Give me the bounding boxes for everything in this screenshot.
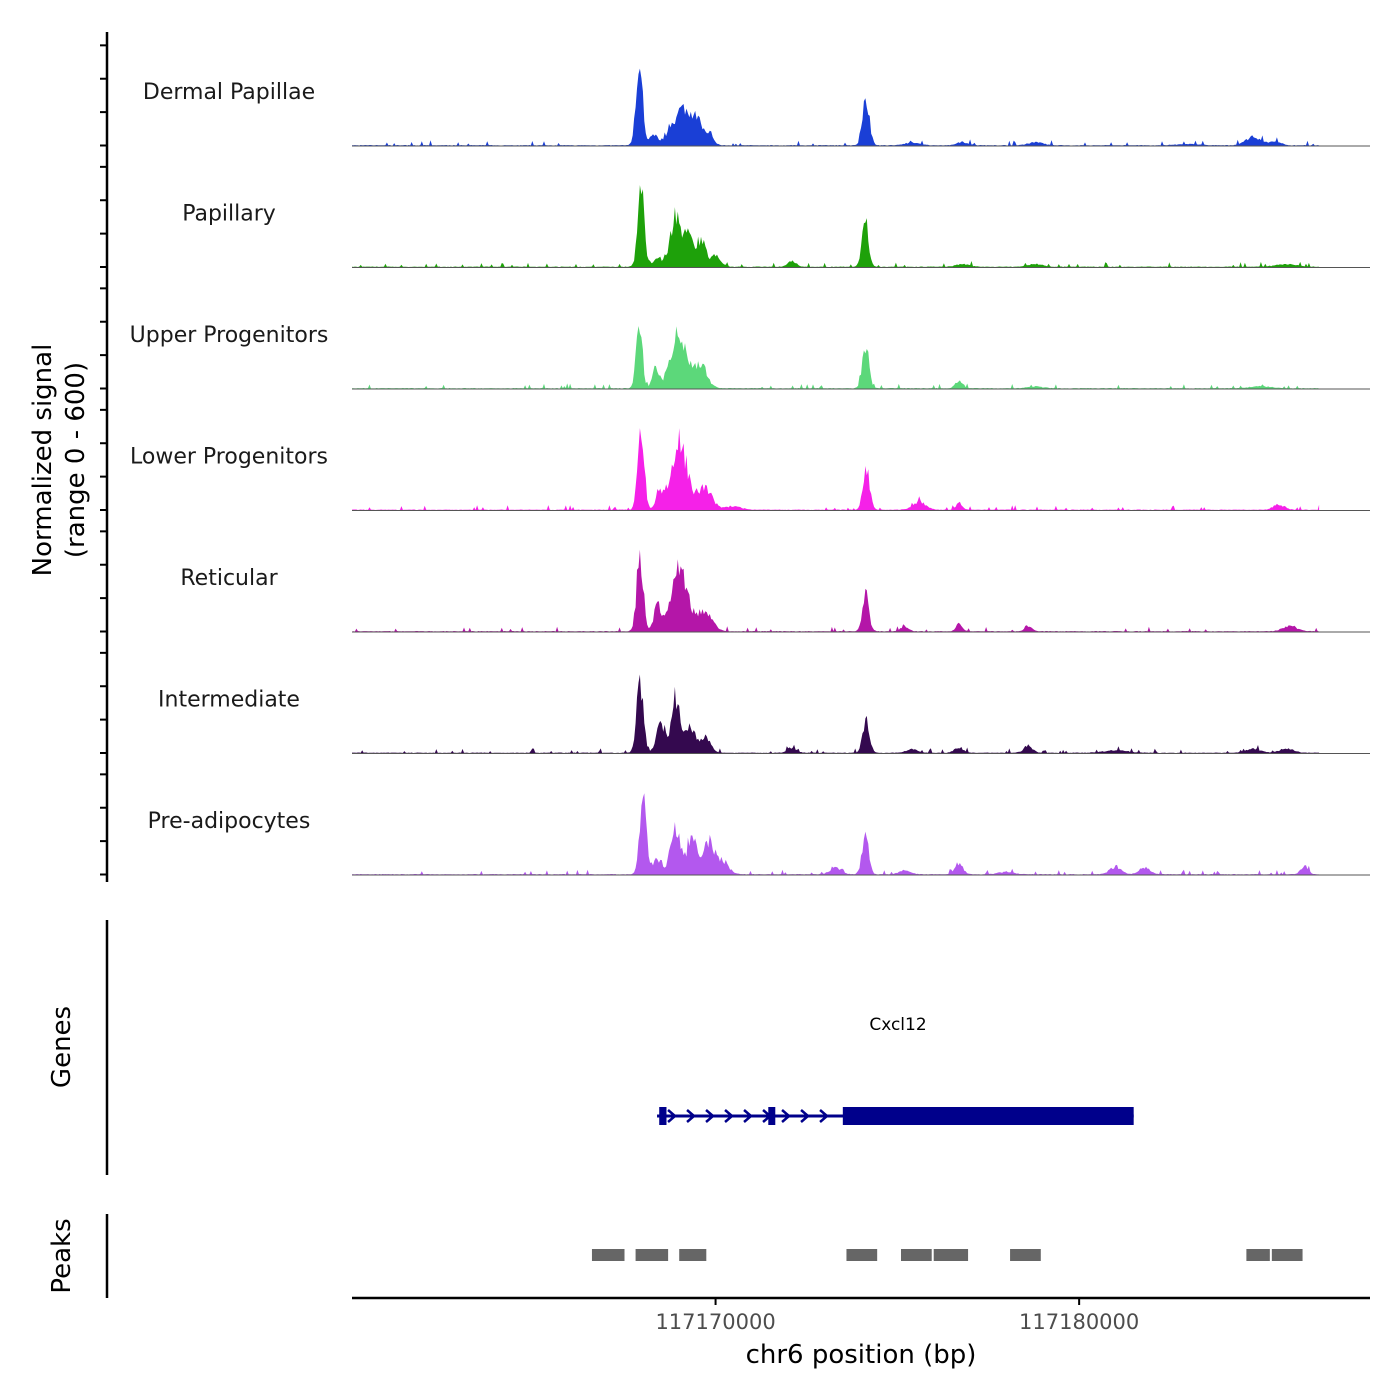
strand-arrow-icon bbox=[743, 1109, 753, 1123]
track-lower-progenitors: Lower Progenitors bbox=[130, 428, 1370, 511]
track-label-upper-progenitors: Upper Progenitors bbox=[130, 323, 329, 348]
track-papillary: Papillary bbox=[182, 185, 1370, 268]
track-label-papillary: Papillary bbox=[182, 202, 276, 227]
strand-arrow-icon bbox=[800, 1109, 810, 1123]
genes-panel-title: Genes bbox=[47, 1006, 77, 1088]
strand-arrow-icon bbox=[781, 1109, 791, 1123]
coverage-area-upper-progenitors bbox=[352, 326, 1320, 389]
peak-region bbox=[679, 1249, 707, 1261]
track-pre-adipocytes: Pre-adipocytes bbox=[148, 793, 1370, 876]
x-axis-ticks: 117170000 117180000 bbox=[655, 1298, 1139, 1334]
track-label-pre-adipocytes: Pre-adipocytes bbox=[148, 809, 311, 834]
exon-2 bbox=[768, 1107, 776, 1125]
track-label-intermediate: Intermediate bbox=[158, 688, 300, 713]
track-reticular: Reticular bbox=[180, 549, 1370, 633]
exon-3 bbox=[842, 1107, 1134, 1125]
peak-region bbox=[635, 1249, 669, 1261]
x-tick-label: 117180000 bbox=[1019, 1310, 1139, 1334]
coverage-area-pre-adipocytes bbox=[352, 793, 1320, 875]
track-upper-progenitors: Upper Progenitors bbox=[130, 323, 1370, 390]
peaks-panel-title: Peaks bbox=[47, 1218, 77, 1293]
strand-arrow-icon bbox=[724, 1109, 734, 1123]
strand-arrow-icon bbox=[819, 1109, 829, 1123]
coverage-y-ticks bbox=[100, 44, 107, 876]
strand-arrow-icon bbox=[705, 1109, 715, 1123]
peak-track bbox=[591, 1249, 1303, 1261]
track-label-lower-progenitors: Lower Progenitors bbox=[130, 445, 328, 470]
y-axis-title-line2: (range 0 - 600) bbox=[61, 362, 91, 558]
x-axis-title: chr6 position (bp) bbox=[746, 1340, 977, 1370]
peak-region bbox=[591, 1249, 625, 1261]
exon-1 bbox=[659, 1107, 667, 1125]
coverage-area-lower-progenitors bbox=[352, 428, 1320, 510]
peak-region bbox=[900, 1249, 932, 1261]
gene-label-cxcl12: Cxcl12 bbox=[869, 1015, 926, 1035]
strand-arrow-icon bbox=[667, 1109, 677, 1123]
peak-region bbox=[1246, 1249, 1270, 1261]
coverage-area-reticular bbox=[352, 549, 1320, 632]
coverage-area-dermal-papillae bbox=[352, 68, 1320, 146]
track-intermediate: Intermediate bbox=[158, 674, 1370, 754]
coverage-tracks: Dermal Papillae Papillary Upper Progenitor… bbox=[130, 68, 1370, 876]
gene-track: Cxcl12 bbox=[657, 1015, 1134, 1125]
peak-region bbox=[1271, 1249, 1303, 1261]
peak-region bbox=[933, 1249, 969, 1261]
track-label-reticular: Reticular bbox=[180, 566, 278, 591]
x-tick-label: 117170000 bbox=[655, 1310, 775, 1334]
peak-region bbox=[1010, 1249, 1041, 1261]
coverage-area-papillary bbox=[352, 185, 1320, 267]
peak-region bbox=[846, 1249, 878, 1261]
coverage-area-intermediate bbox=[352, 674, 1320, 753]
track-dermal-papillae: Dermal Papillae bbox=[143, 68, 1370, 147]
track-label-dermal-papillae: Dermal Papillae bbox=[143, 80, 315, 105]
y-axis-title-line1: Normalized signal bbox=[28, 344, 58, 577]
strand-arrow-icon bbox=[686, 1109, 696, 1123]
